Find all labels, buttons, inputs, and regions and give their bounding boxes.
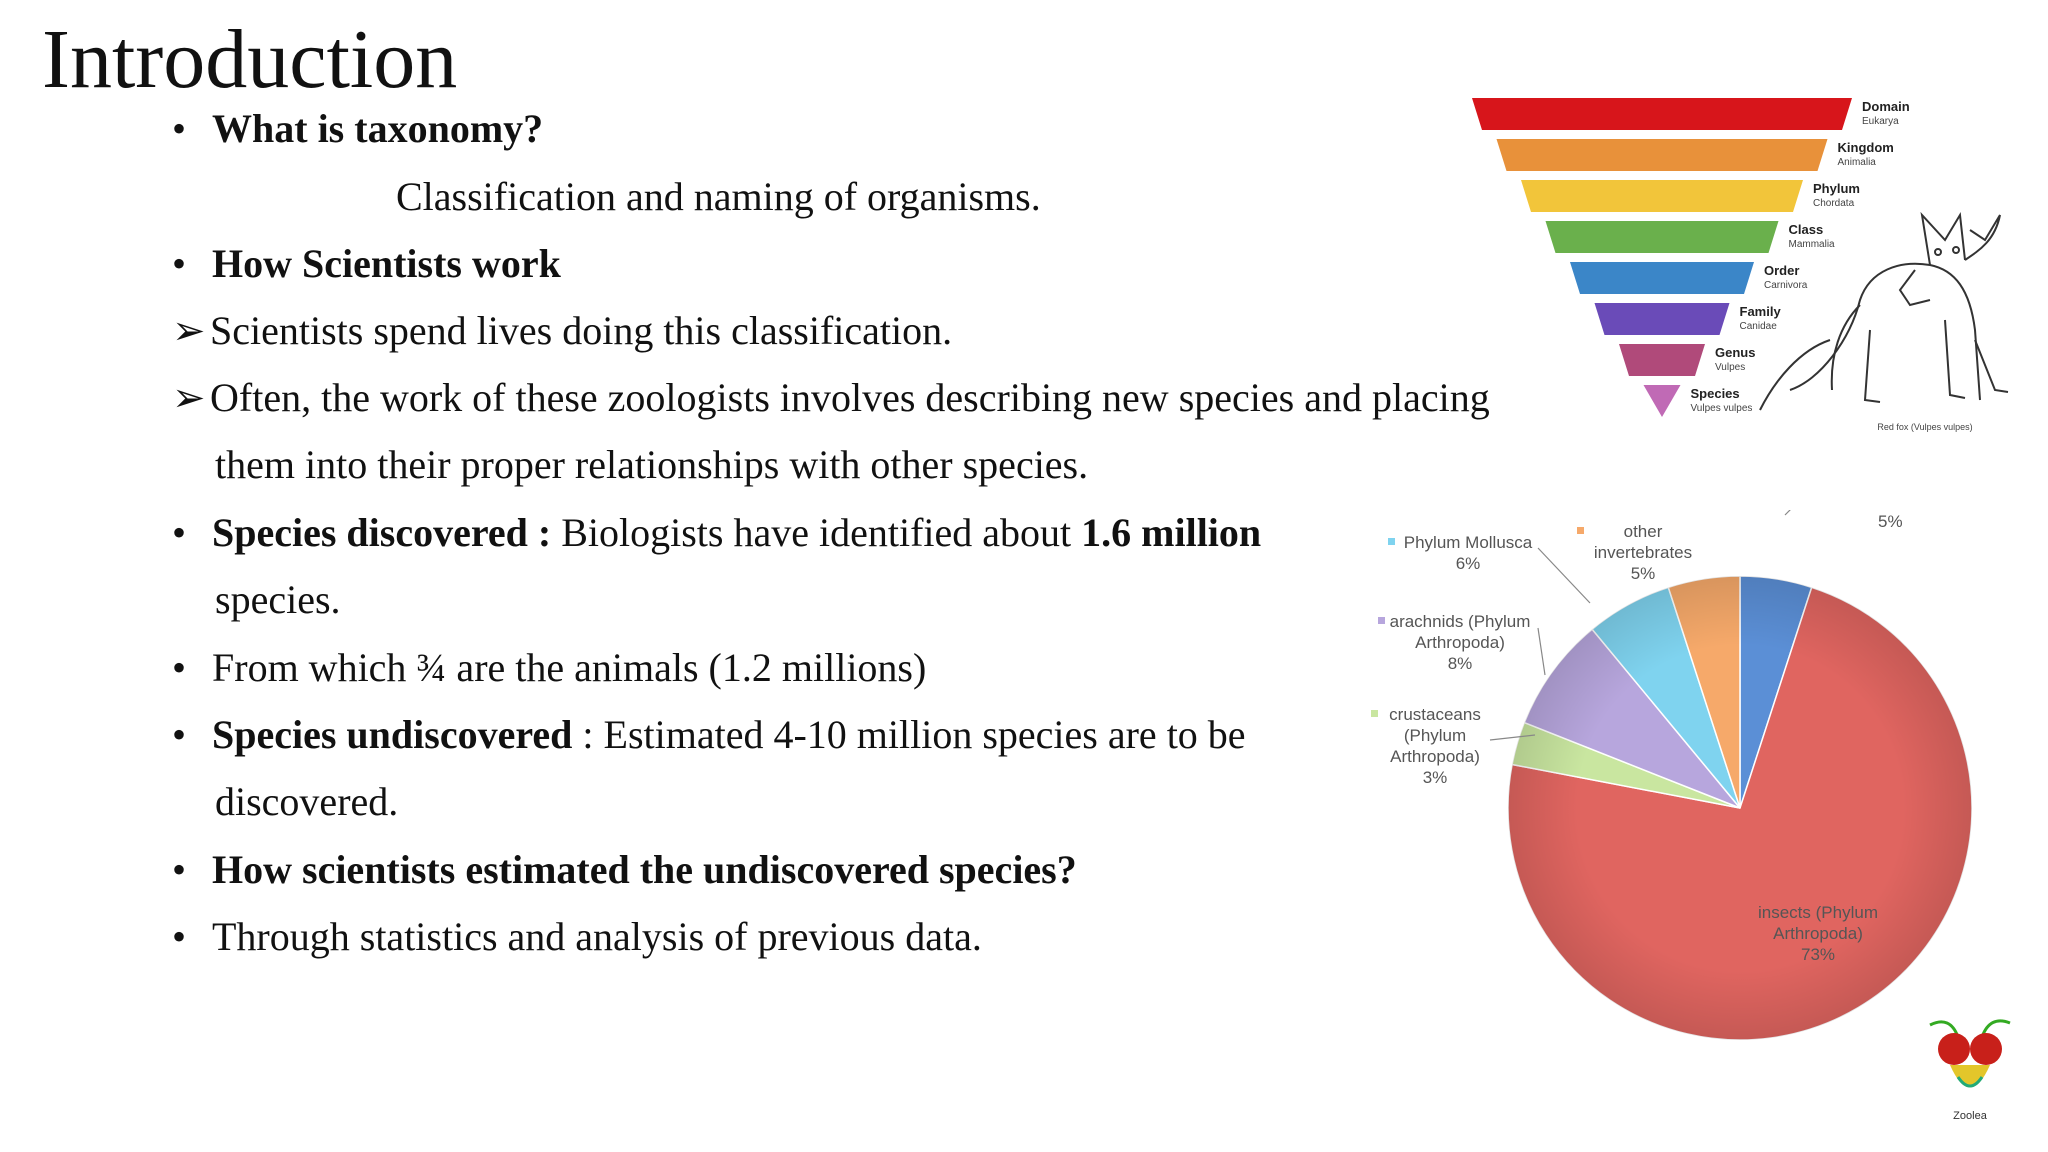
question-estimation: How scientists estimated the undiscovere… [212,847,1077,892]
arrow-bullet-icon: ➢ [172,308,206,353]
pyramid-rank-label: Order [1764,263,1799,278]
pie-data-label: 5% [1878,512,1903,531]
bullet-symbol: • [172,847,187,892]
bullet-symbol: • [172,510,187,555]
bullet-statistics: • Through statistics and analysis of prev… [172,912,982,962]
label-species-undiscovered: Species undiscovered [212,712,573,757]
pyramid-band-order [1570,262,1754,294]
pyramid-band-family [1594,303,1730,335]
pie-data-label: Arthropoda) [1415,633,1505,652]
label-species-discovered: Species discovered : [212,510,552,555]
pie-data-label: Arthropoda) [1773,924,1863,943]
pie-data-label: 73% [1801,945,1835,964]
pyramid-example-label: Animalia [1838,157,1877,168]
pie-data-label: 5% [1631,564,1656,583]
species-discovered-number: 1.6 million [1081,510,1262,555]
pyramid-rank-label: Kingdom [1838,140,1894,155]
logo-text: Zoolea [1953,1110,1988,1122]
statistics-text: Through statistics and analysis of previ… [212,914,982,959]
pyramid-example-label: Eukarya [1862,116,1899,127]
bullet-what-is-taxonomy: • What is taxonomy? [172,104,543,154]
pyramid-example-label: Vulpes [1715,362,1745,373]
pyramid-band-class [1545,221,1779,253]
pyramid-band-species [1643,385,1681,417]
bullet-symbol: • [172,106,187,151]
pie-data-label: 3% [1423,768,1448,787]
bullet-symbol: • [172,645,187,690]
pie-data-label: arachnids (Phylum [1390,612,1531,631]
bullet-how-estimated: • How scientists estimated the undiscover… [172,845,1077,895]
item-text: Scientists spend lives doing this classi… [210,308,953,353]
pyramid-rank-label: Phylum [1813,181,1860,196]
arrow-item-lives: ➢ Scientists spend lives doing this class… [172,306,952,356]
bullet-species-discovered: • Species discovered : Biologists have id… [172,508,1261,558]
pie-data-label: other [1624,522,1663,541]
pie-data-label: (Phylum [1404,726,1466,745]
arrow-bullet-icon: ➢ [172,375,206,420]
arrow-item-zoologists-cont: them into their proper relationships wit… [215,442,1089,487]
pie-data-label: Phylum Mollusca [1404,533,1533,552]
species-undiscovered-cont: discovered. [215,779,399,824]
pyramid-example-label: Vulpes vulpes [1691,403,1753,414]
bullet-species-undiscovered: • Species undiscovered : Estimated 4-10 m… [172,710,1246,760]
pie-leader-line [1537,547,1591,604]
pyramid-example-label: Carnivora [1764,280,1808,291]
pie-legend-swatch [1371,710,1378,717]
pie-data-label: 8% [1448,654,1473,673]
pyramid-rank-label: Domain [1862,99,1910,114]
pie-data-label: insects (Phylum [1758,903,1878,922]
pie-leader-line [1489,734,1536,741]
pyramid-rank-label: Family [1740,304,1782,319]
item-text: Often, the work of these zoologists invo… [210,375,1490,420]
pie-legend-swatch [1577,527,1584,534]
pyramid-band-domain [1472,98,1852,130]
bullet-symbol: • [172,914,187,959]
bullet-animals: • From which ¾ are the animals (1.2 milli… [172,643,926,693]
pie-data-label: crustaceans [1389,705,1481,724]
pie-data-label: invertebrates [1594,543,1692,562]
arrow-item-zoologists: ➢ Often, the work of these zoologists inv… [172,373,1490,423]
pyramid-caption: Red fox (Vulpes vulpes) [1877,422,1972,432]
zoolea-logo: Zoolea [1929,1019,2011,1122]
pie-data-label: 6% [1456,554,1481,573]
species-undiscovered-text: : Estimated 4-10 million species are to … [572,712,1246,757]
pyramid-rank-label: Genus [1715,345,1755,360]
heading-how-scientists-work: How Scientists work [212,241,561,286]
fox-illustration [1759,211,2009,411]
pyramid-rank-label: Class [1789,222,1824,237]
pie-leader-line [1537,627,1546,676]
animals-text: From which ¾ are the animals (1.2 millio… [212,645,927,690]
taxonomy-pyramid-figure: Domain Eukarya Kingdom Animalia Phylum Chorda… [1472,98,2009,432]
pyramid-rank-label: Species [1691,386,1740,401]
pyramid-example-label: Chordata [1813,198,1855,209]
pyramid-example-label: Canidae [1740,321,1778,332]
pie-leader-line [1784,510,1791,516]
bullet-symbol: • [172,241,187,286]
species-discovered-text: Biologists have identified about [551,510,1082,555]
pie-legend-swatch [1378,617,1385,624]
pie-legend-swatch [1742,908,1749,915]
bullet-symbol: • [172,712,187,757]
species-discovered-cont: species. [215,577,341,622]
pyramid-band-genus [1619,344,1705,376]
pyramid-band-kingdom [1496,139,1828,171]
bullet-how-scientists-work: • How Scientists work [172,239,561,289]
answer-taxonomy: Classification and naming of organisms. [396,174,1041,219]
slide-title: Introduction [42,13,458,106]
pyramid-example-label: Mammalia [1789,239,1836,250]
pyramid-band-phylum [1521,180,1803,212]
question-taxonomy: What is taxonomy? [212,106,544,151]
pie-data-label: Arthropoda) [1390,747,1480,766]
pie-legend-swatch [1388,538,1395,545]
